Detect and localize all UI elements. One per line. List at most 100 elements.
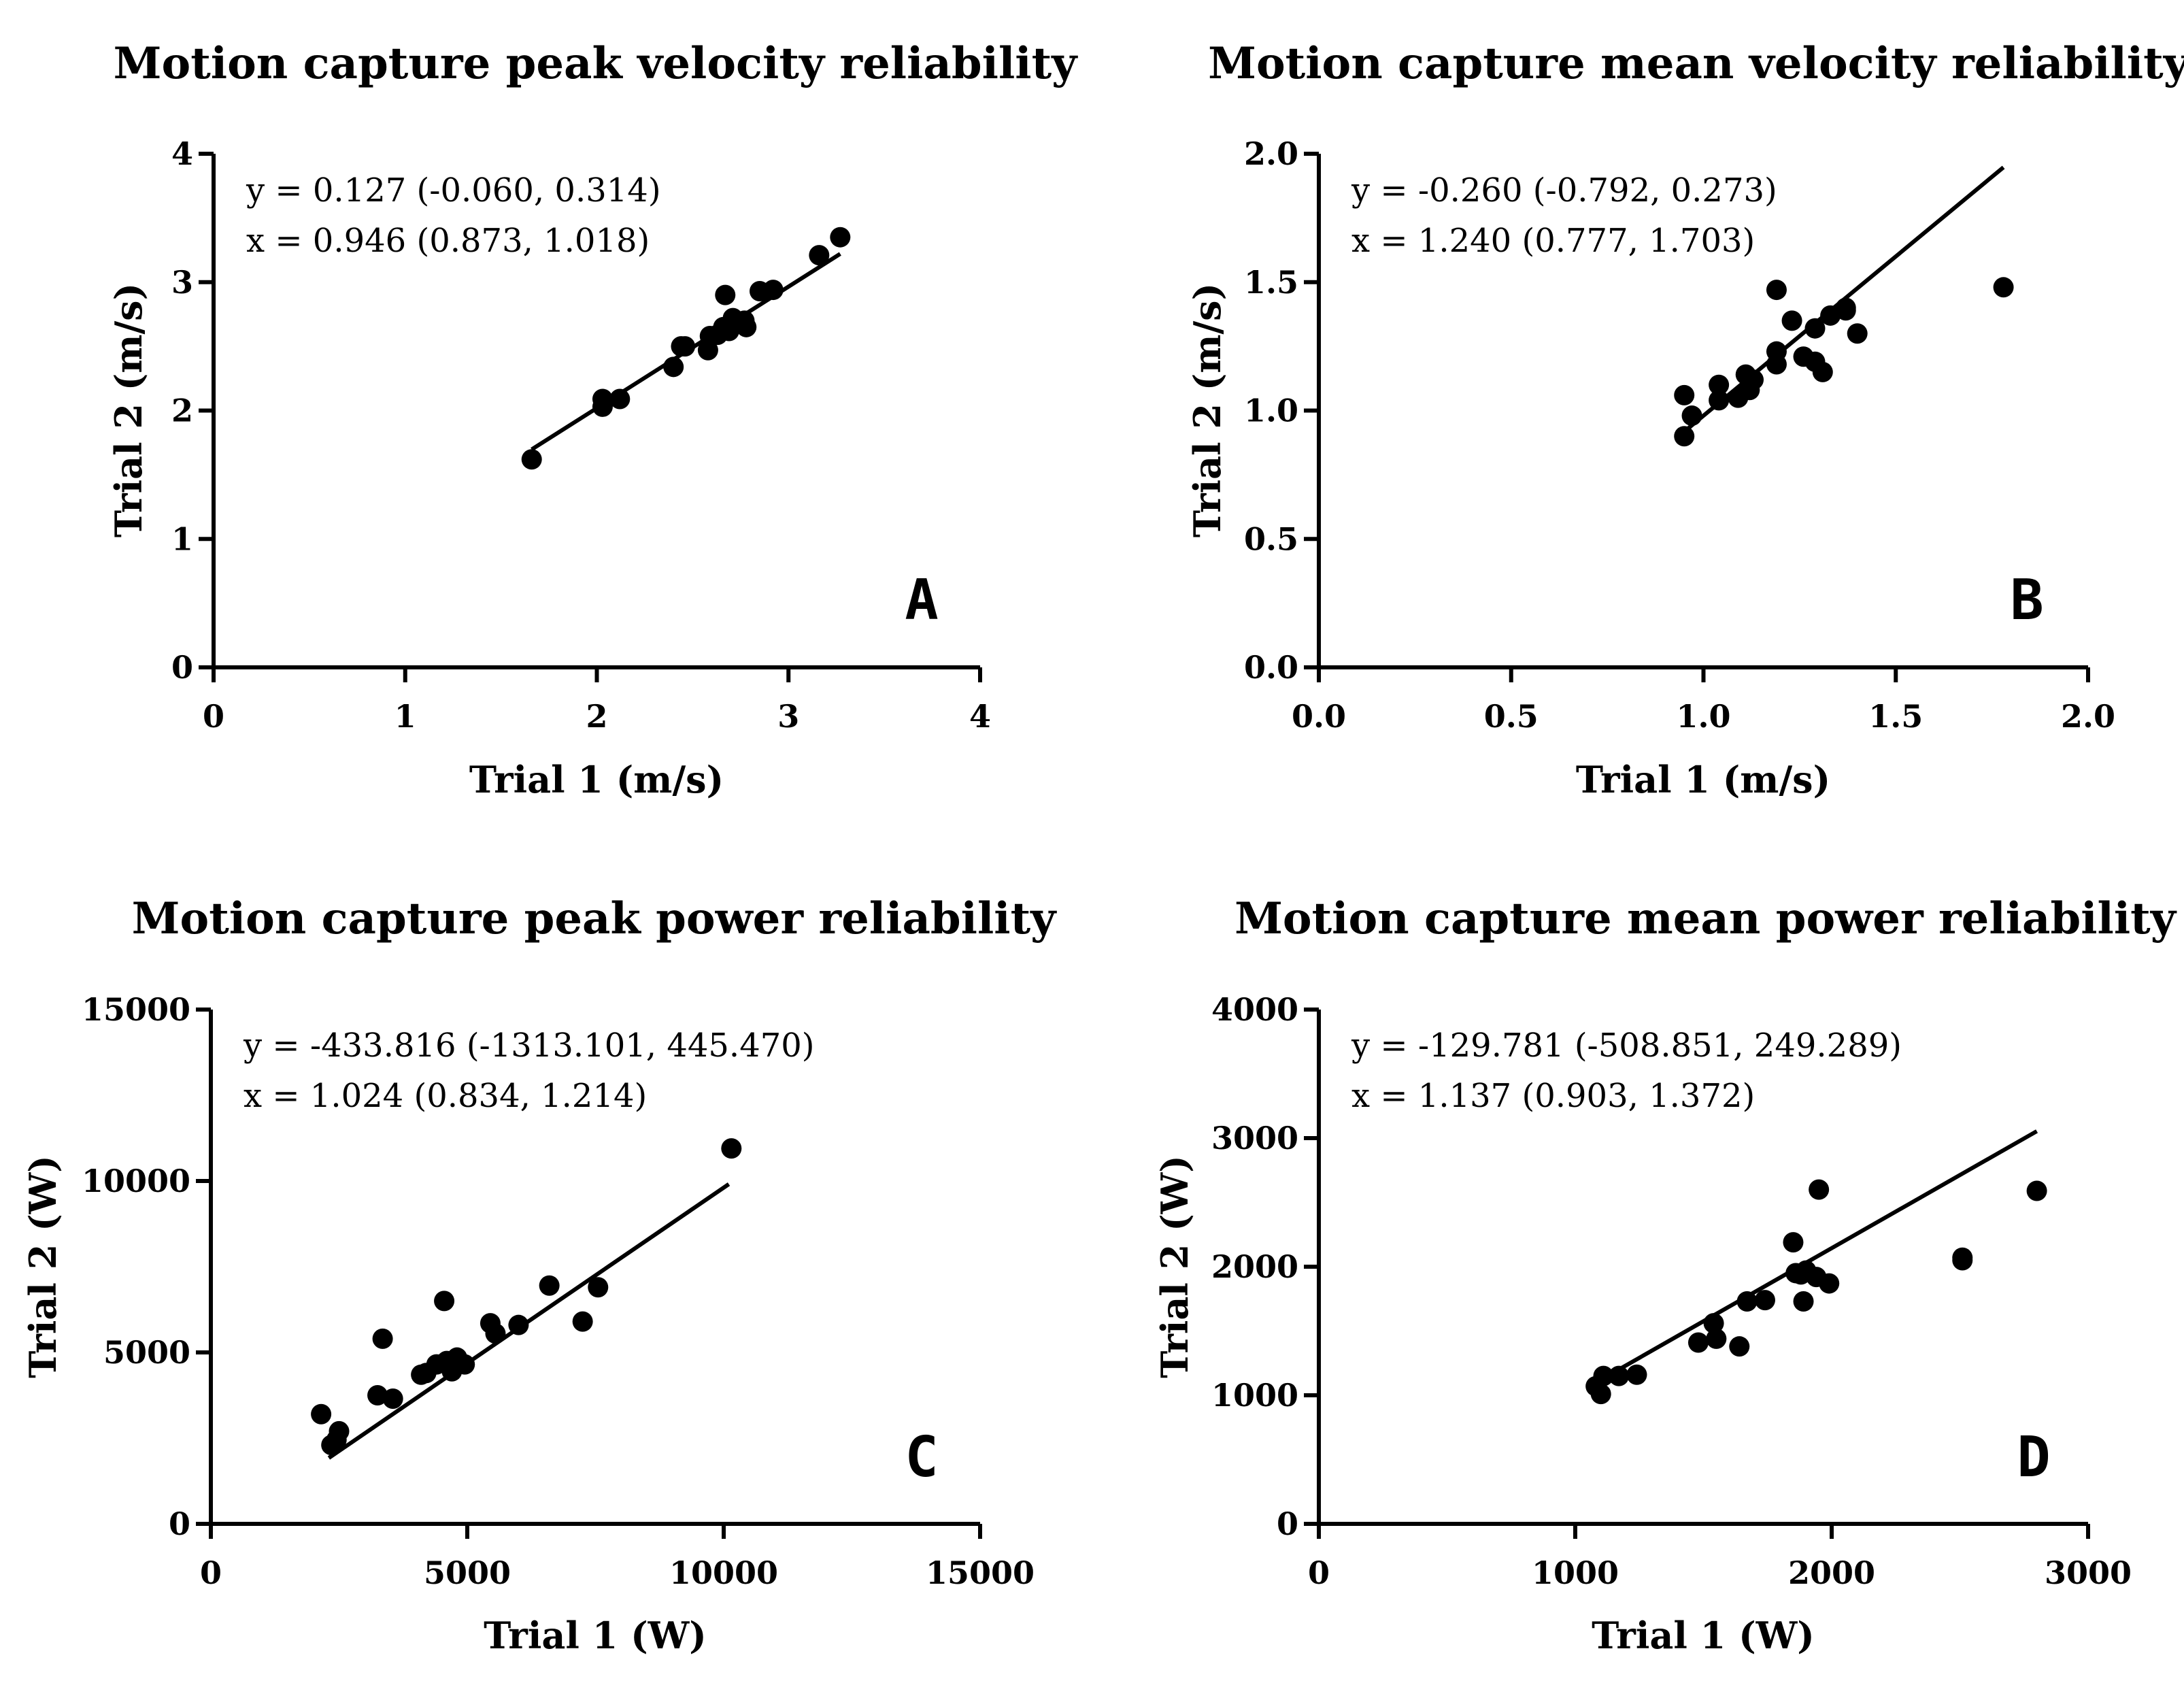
- x-tick-label: 5000: [424, 1554, 511, 1591]
- data-point: [1766, 280, 1787, 301]
- data-point: [521, 449, 542, 470]
- data-points: [311, 1138, 742, 1456]
- data-point: [609, 388, 631, 410]
- data-point: [1593, 1365, 1614, 1386]
- x-axis-label: Trial 1 (m/s): [469, 758, 724, 801]
- x-tick-label: 1.5: [1868, 698, 1923, 735]
- data-point: [1766, 341, 1787, 362]
- y-axis-label: Trial 2 (m/s): [107, 283, 150, 537]
- data-point: [382, 1388, 403, 1410]
- data-point: [539, 1275, 560, 1296]
- y-tick-label: 0: [169, 1505, 190, 1542]
- panel-letter: C: [905, 1425, 938, 1490]
- regression-intercept-text: y = -129.781 (-508.851, 249.289): [1351, 1027, 1902, 1065]
- data-point: [2026, 1180, 2047, 1201]
- data-point: [434, 1291, 455, 1312]
- y-tick-label: 0.0: [1244, 649, 1298, 686]
- data-point: [592, 388, 613, 410]
- x-tick-label: 2: [586, 698, 607, 735]
- y-tick-label: 15000: [82, 991, 190, 1028]
- data-point: [1993, 277, 2014, 298]
- regression-line: [1602, 1129, 2038, 1380]
- x-tick-label: 0.0: [1292, 698, 1346, 735]
- y-tick-label: 0: [171, 649, 193, 686]
- y-tick-label: 2.0: [1244, 135, 1298, 172]
- regression-slope-text: x = 1.137 (0.903, 1.372): [1351, 1077, 1755, 1115]
- x-tick-label: 1: [394, 698, 416, 735]
- x-tick-label: 3: [777, 698, 799, 735]
- panel-letter: A: [905, 568, 938, 633]
- y-axis-label: Trial 2 (W): [21, 1155, 65, 1378]
- data-point: [454, 1354, 475, 1375]
- data-point: [572, 1311, 593, 1332]
- data-point: [721, 1138, 742, 1159]
- chart-title: Motion capture peak power reliability: [132, 893, 1058, 944]
- y-tick-label: 1.5: [1244, 264, 1298, 301]
- data-point: [1736, 1291, 1758, 1312]
- y-tick-label: 10000: [82, 1163, 190, 1199]
- regression-slope-text: x = 1.024 (0.834, 1.214): [243, 1077, 647, 1115]
- data-point: [1793, 1291, 1814, 1312]
- data-point: [1626, 1364, 1647, 1385]
- data-point: [1847, 323, 1868, 344]
- regression-intercept-text: y = -433.816 (-1313.101, 445.470): [243, 1027, 815, 1065]
- y-tick-label: 1.0: [1244, 393, 1298, 429]
- data-point: [1590, 1384, 1611, 1405]
- data-points: [521, 227, 851, 470]
- data-point: [675, 336, 696, 357]
- data-point: [715, 284, 736, 305]
- regression-line: [327, 1182, 730, 1460]
- data-point: [588, 1277, 609, 1298]
- data-point: [1674, 426, 1695, 447]
- y-tick-label: 0: [1277, 1505, 1298, 1542]
- chart-title: Motion capture peak velocity reliability: [114, 38, 1078, 89]
- y-tick-label: 3000: [1211, 1120, 1298, 1156]
- x-tick-label: 2.0: [2061, 698, 2115, 735]
- regression-slope-text: x = 1.240 (0.777, 1.703): [1351, 222, 1755, 260]
- y-tick-label: 4: [171, 135, 193, 172]
- data-point: [1681, 405, 1702, 427]
- regression-intercept-text: y = 0.127 (-0.060, 0.314): [246, 171, 661, 210]
- data-point: [809, 245, 830, 266]
- data-points: [1674, 277, 2014, 447]
- data-point: [1809, 1179, 1830, 1200]
- y-tick-label: 1000: [1211, 1377, 1298, 1414]
- y-tick-label: 2: [171, 393, 193, 429]
- panel-letter: D: [2017, 1425, 2050, 1490]
- x-tick-label: 10000: [669, 1554, 778, 1591]
- data-point: [1812, 361, 1833, 382]
- data-point: [830, 227, 851, 248]
- panel-b: Motion capture mean velocity reliability…: [1186, 38, 2184, 801]
- y-tick-label: 5000: [103, 1334, 190, 1371]
- data-point: [1819, 1273, 1840, 1294]
- data-point: [1804, 318, 1826, 339]
- y-axis-label: Trial 2 (m/s): [1186, 283, 1229, 537]
- x-tick-label: 15000: [926, 1554, 1035, 1591]
- data-point: [1835, 297, 1856, 318]
- data-point: [1674, 384, 1695, 405]
- chart-title: Motion capture mean velocity reliability: [1208, 38, 2184, 89]
- x-tick-label: 3000: [2045, 1554, 2132, 1591]
- regression-intercept-text: y = -0.260 (-0.792, 0.273): [1351, 171, 1777, 210]
- tick-group: 0.0 0.5 1.0 1.5 2.0 0.0 0.5 1.0 1.5 2.0: [1244, 135, 2115, 735]
- x-axis-label: Trial 1 (m/s): [1576, 758, 1830, 801]
- tick-group: 0 5000 10000 15000 0 5000 10000 15000: [82, 991, 1035, 1591]
- x-axis-label: Trial 1 (W): [1592, 1614, 1815, 1657]
- x-axis-label: Trial 1 (W): [484, 1614, 707, 1657]
- data-point: [508, 1314, 529, 1335]
- data-point: [329, 1420, 350, 1442]
- x-tick-label: 0: [1308, 1554, 1330, 1591]
- panel-d: Motion capture mean power reliability 0 1…: [1153, 893, 2177, 1657]
- data-point: [1706, 1328, 1727, 1349]
- y-tick-label: 0.5: [1244, 520, 1298, 557]
- data-point: [663, 356, 684, 378]
- data-point: [1781, 310, 1802, 331]
- chart-title: Motion capture mean power reliability: [1234, 893, 2177, 944]
- x-tick-label: 4: [969, 698, 991, 735]
- y-tick-label: 4000: [1211, 991, 1298, 1028]
- data-point: [1729, 1336, 1750, 1357]
- data-point: [1743, 369, 1764, 390]
- data-point: [1709, 390, 1730, 411]
- y-tick-label: 1: [171, 520, 193, 557]
